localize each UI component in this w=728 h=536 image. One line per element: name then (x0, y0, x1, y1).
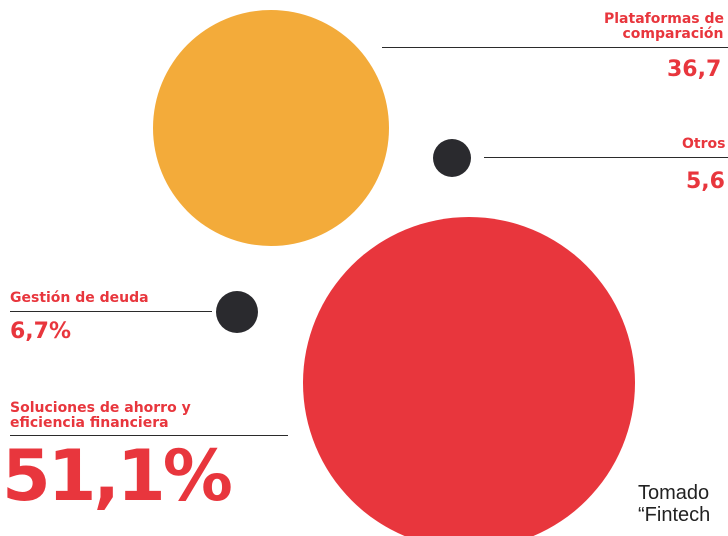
leader-line-plataformas (382, 47, 728, 48)
source-note: Tomado “Fintech (638, 482, 728, 527)
label-plataformas-line1: Plataformas de (604, 12, 724, 27)
label-plataformas-line2: comparación (604, 27, 724, 42)
bubble-soluciones-de-ahorro (303, 217, 635, 536)
value-gestion-de-deuda: 6,7% (10, 320, 71, 343)
value-soluciones-de-ahorro: 51,1% (2, 441, 230, 511)
source-line2: “Fintech (638, 504, 728, 526)
source-line1: Tomado (638, 482, 728, 504)
label-gestion-de-deuda: Gestión de deuda (10, 291, 149, 306)
bubble-plataformas-de-comparacion (153, 10, 389, 246)
label-soluciones-line1: Soluciones de ahorro y (10, 401, 191, 416)
leader-line-otros (484, 157, 728, 158)
value-plataformas-de-comparacion: 36,7 (667, 58, 721, 81)
label-soluciones-line2: eficiencia financiera (10, 416, 191, 431)
bubble-otros (433, 139, 471, 177)
bubble-gestion-de-deuda (216, 291, 258, 333)
label-plataformas-de-comparacion: Plataformas de comparación (604, 12, 724, 41)
leader-line-gestion (10, 311, 212, 312)
label-soluciones-de-ahorro: Soluciones de ahorro y eficiencia financ… (10, 401, 191, 430)
value-otros: 5,6 (686, 170, 725, 193)
label-otros: Otros (682, 137, 725, 152)
